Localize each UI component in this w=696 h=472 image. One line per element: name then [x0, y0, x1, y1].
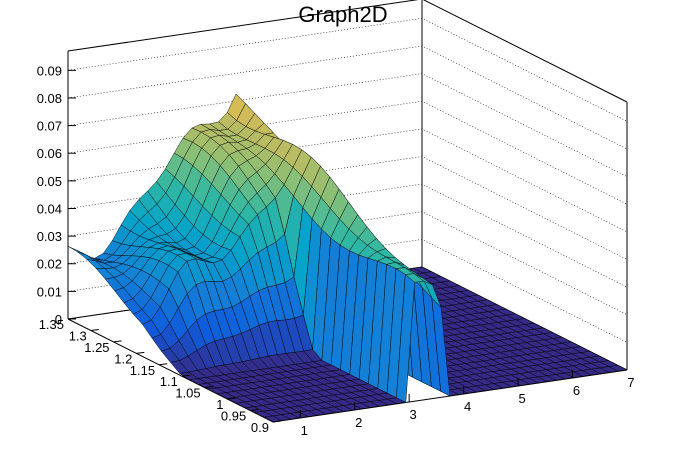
surface [67, 93, 628, 423]
z-tick-label: 0.01 [37, 284, 62, 299]
y-tick-label: 1.3 [69, 328, 87, 343]
y-tick [90, 328, 99, 331]
x-tick-label: 3 [410, 407, 417, 422]
y-tick [181, 374, 190, 377]
z-tick-label: 0 [55, 312, 62, 327]
plot-box-back [67, 0, 628, 371]
surface-cell [67, 246, 87, 256]
grid-line [67, 211, 628, 315]
y-tick-label: 0.9 [251, 420, 269, 435]
y-tick [159, 363, 168, 366]
y-axis: 0.9 0.951 1.051.1 1.151.2 1.251.3 1.35 [39, 317, 282, 435]
y-tick-label: 1 [216, 397, 223, 412]
z-tick-label: 0.05 [37, 174, 62, 189]
z-tick-label: 0.09 [37, 63, 62, 78]
grid-line [67, 239, 628, 343]
y-tick [250, 409, 259, 412]
z-tick-label: 0.03 [37, 229, 62, 244]
y-tick-label: 1.05 [175, 386, 200, 401]
z-tick-label: 0.07 [37, 119, 62, 134]
y-tick-label: 1.25 [84, 340, 109, 355]
y-tick [113, 340, 122, 343]
z-axis: 0 0.01 0.02 0.03 0.04 0.05 0.06 0.07 0.08 0.09 [37, 51, 76, 327]
y-tick-label: 0.95 [221, 409, 246, 424]
grid-line [67, 17, 628, 122]
x-tick-label: 1 [301, 423, 308, 438]
surface-cell [77, 251, 96, 262]
y-tick [227, 397, 236, 400]
y-tick-label: 1.35 [39, 317, 64, 332]
grid-line [67, 100, 628, 205]
z-tick-label: 0.08 [37, 91, 62, 106]
z-tick-label: 0.04 [37, 201, 62, 216]
grid-line [67, 183, 628, 288]
y-tick-label: 1.1 [160, 374, 178, 389]
x-tick-label: 7 [627, 375, 634, 390]
x-tick-label: 2 [355, 415, 362, 430]
grid-line [67, 45, 628, 150]
x-tick-label: 4 [464, 399, 471, 414]
y-tick [204, 386, 213, 389]
z-tick-label: 0.06 [37, 146, 62, 161]
x-axis: 1 2 3 4 5 6 7 [299, 362, 635, 438]
z-tick-label: 0.02 [37, 257, 62, 272]
y-tick-label: 1.2 [114, 351, 132, 366]
grid-line [67, 73, 628, 177]
top-back-edge [67, 0, 628, 103]
x-tick-label: 5 [518, 391, 525, 406]
grid-line [67, 128, 628, 233]
y-tick [136, 351, 145, 354]
y-tick [272, 420, 282, 423]
y-tick-label: 1.15 [130, 363, 155, 378]
grid-line [67, 156, 628, 260]
x-tick-label: 6 [573, 383, 580, 398]
